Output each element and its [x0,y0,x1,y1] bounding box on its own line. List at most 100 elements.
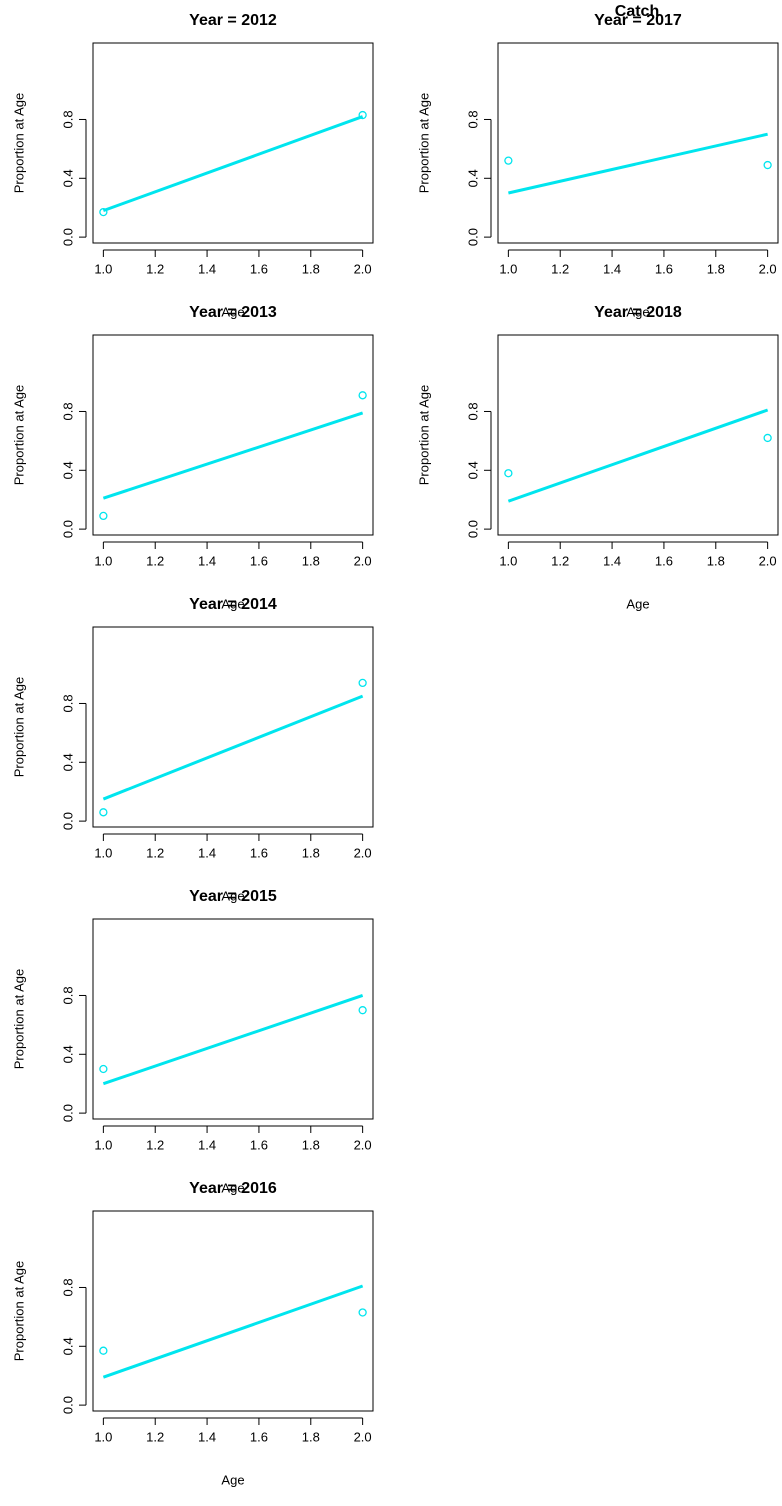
observed-point [99,1064,108,1074]
x-tick-label: 1.4 [603,553,621,568]
observed-point [504,469,513,478]
x-tick-label: 1.4 [198,261,216,276]
y-tick-label: 0.0 [60,520,75,538]
x-tick-label: 1.6 [250,1137,268,1152]
fitted-line [508,132,768,195]
observed-point [763,160,772,170]
fitted-line [102,994,364,1086]
x-tick-label: 2.0 [354,553,372,568]
x-tick-label: 2.0 [759,553,777,568]
y-tick-label: 0.8 [60,694,75,712]
panel-title: Year = 2014 [189,596,277,613]
observed-point [358,678,367,688]
main-title: Catch [615,3,659,20]
fitted-line [102,115,364,213]
x-tick-label: 1.2 [146,1429,164,1444]
x-tick-label: 1.6 [250,261,268,276]
y-tick-label: 0.8 [465,402,480,420]
x-tick-label: 1.6 [250,553,268,568]
fitted-line [102,1284,364,1379]
observed-point [358,110,367,120]
x-tick-label: 2.0 [354,1137,372,1152]
y-tick-label: 0.4 [60,1045,75,1063]
observed-point [358,1308,367,1317]
observed-point [99,511,108,521]
x-axis-label: Age [221,1472,244,1487]
x-tick-label: 1.0 [499,261,517,276]
y-axis-label: Proportion at Age [11,677,26,777]
y-axis-label: Proportion at Age [11,969,26,1069]
y-tick-label: 0.8 [60,110,75,128]
observed-point [504,156,513,165]
x-axis-label: Age [626,596,649,611]
y-tick-label: 0.0 [465,520,480,538]
plot-box [92,918,374,1120]
plot-box [92,1210,374,1412]
x-tick-label: 1.4 [198,845,216,860]
y-tick-label: 0.4 [465,169,480,187]
x-axis-label: Age [221,596,244,611]
x-tick-label: 1.8 [707,553,725,568]
y-tick-label: 0.4 [60,461,75,479]
y-axis-label: Proportion at Age [11,385,26,485]
y-tick-label: 0.8 [60,986,75,1004]
plot-box [92,334,374,536]
x-tick-label: 1.2 [146,845,164,860]
panel-title: Year = 2015 [189,888,277,905]
observed-point [99,1346,108,1355]
plot-box [497,334,779,536]
y-axis-label: Proportion at Age [416,93,431,193]
x-tick-label: 1.8 [302,553,320,568]
x-axis-label: Age [221,304,244,319]
x-tick-label: 1.0 [94,261,112,276]
y-tick-label: 0.4 [60,169,75,187]
x-tick-label: 1.6 [655,261,673,276]
panel-title: Year = 2016 [189,1180,277,1197]
panel-title: Year = 2018 [594,304,682,321]
x-tick-label: 1.0 [94,1137,112,1152]
observed-point [99,808,108,817]
x-tick-label: 1.8 [302,845,320,860]
x-tick-label: 1.2 [146,553,164,568]
x-tick-label: 1.8 [302,261,320,276]
x-tick-label: 1.8 [302,1429,320,1444]
x-tick-label: 1.8 [707,261,725,276]
fitted-line [507,408,769,503]
y-tick-label: 0.8 [60,1278,75,1296]
plot-box [497,42,779,244]
panel-title: Year = 2013 [189,304,277,321]
y-tick-label: 0.8 [60,402,75,420]
y-tick-label: 0.4 [465,461,480,479]
x-axis-label: Age [221,1180,244,1195]
panel-title: Year = 2017 [594,12,682,29]
x-tick-label: 1.0 [94,553,112,568]
x-tick-label: 1.2 [551,553,569,568]
y-tick-label: 0.0 [60,1104,75,1122]
x-tick-label: 1.6 [250,1429,268,1444]
y-tick-label: 0.4 [60,753,75,771]
x-tick-label: 1.6 [250,845,268,860]
observed-point [358,391,367,400]
y-tick-label: 0.8 [465,110,480,128]
x-tick-label: 1.2 [146,1137,164,1152]
fitted-line [102,411,364,500]
y-axis-label: Proportion at Age [11,93,26,193]
x-tick-label: 1.4 [198,1429,216,1444]
x-tick-label: 2.0 [759,261,777,276]
x-tick-label: 2.0 [354,1429,372,1444]
observed-point [99,207,108,217]
observed-point [763,433,772,443]
observed-point [358,1006,367,1015]
x-tick-label: 1.0 [499,553,517,568]
x-tick-label: 1.0 [94,1429,112,1444]
x-tick-label: 1.4 [198,1137,216,1152]
y-axis-label: Proportion at Age [11,1261,26,1361]
plot-box [92,42,374,244]
x-tick-label: 2.0 [354,845,372,860]
x-tick-label: 1.2 [146,261,164,276]
x-tick-label: 1.4 [198,553,216,568]
y-axis-label: Proportion at Age [416,385,431,485]
y-tick-label: 0.0 [465,228,480,246]
plot-box [92,626,374,828]
